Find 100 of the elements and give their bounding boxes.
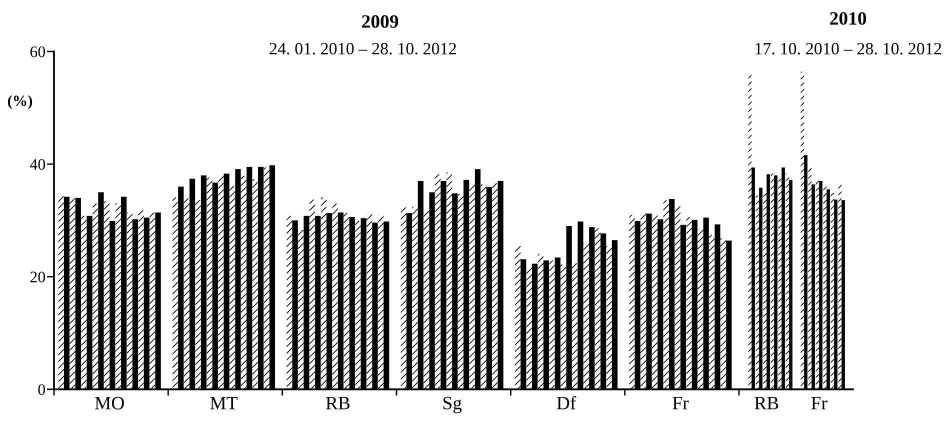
bar (435, 174, 441, 390)
bar (774, 175, 778, 390)
bar (686, 217, 692, 390)
bar (235, 169, 241, 390)
bar (446, 172, 452, 390)
bar (520, 259, 526, 390)
bar (726, 240, 732, 390)
bar (606, 246, 612, 390)
bar (190, 178, 196, 390)
bar (812, 184, 815, 390)
bar (498, 180, 504, 390)
bar (474, 169, 481, 390)
bar (384, 222, 390, 390)
bar (834, 200, 838, 390)
bar (480, 184, 486, 390)
bar (292, 220, 298, 390)
bar (600, 233, 606, 390)
bar (70, 198, 76, 390)
bar (172, 197, 178, 390)
bar (634, 220, 640, 390)
bar (75, 198, 81, 390)
bar (298, 230, 304, 390)
bar (81, 216, 87, 390)
bar (714, 224, 720, 390)
bar (819, 180, 822, 390)
bar (378, 215, 384, 390)
y-tick-label: 60 (30, 46, 46, 58)
bar (184, 198, 190, 390)
bar (782, 167, 785, 390)
bar (424, 210, 430, 390)
bar (224, 174, 230, 390)
bar (808, 166, 812, 390)
bar (252, 179, 258, 390)
bar (332, 204, 338, 390)
y-tick-label: 0 (38, 384, 46, 395)
bar (212, 182, 218, 390)
bar (429, 192, 435, 390)
bar (464, 180, 470, 390)
bar (218, 175, 224, 390)
bar (703, 218, 709, 390)
y-tick-label: 20 (30, 272, 46, 282)
chart-title: 2010 (830, 12, 866, 25)
chart-title: 2009 (362, 15, 398, 28)
bar (110, 220, 116, 390)
bar (826, 189, 830, 390)
bar (640, 213, 646, 390)
bar (104, 201, 110, 390)
bar (612, 240, 618, 390)
bar (549, 260, 555, 390)
bar (92, 204, 98, 390)
x-tick-label: Fr (672, 396, 689, 410)
bar (115, 204, 122, 390)
bar (304, 216, 310, 390)
bar (344, 213, 350, 390)
bar (406, 213, 412, 390)
bar (372, 222, 378, 390)
bar (355, 220, 361, 390)
bar (360, 218, 366, 390)
bar (469, 184, 475, 390)
bar (121, 196, 127, 390)
bar (578, 222, 584, 390)
bar (440, 180, 446, 390)
x-tick-label: Fr (811, 396, 828, 410)
bar (816, 178, 820, 390)
bar (680, 224, 686, 390)
bar (144, 218, 150, 390)
bar (132, 219, 138, 390)
bar (286, 216, 292, 390)
bar (756, 196, 760, 390)
bar (178, 186, 184, 390)
bar (200, 175, 207, 390)
x-tick-label: RB (326, 396, 350, 410)
bar (538, 254, 544, 390)
bar (629, 214, 635, 390)
bar (400, 207, 406, 390)
bar (258, 166, 264, 390)
x-tick-label: Df (556, 396, 576, 410)
bar (58, 196, 64, 390)
bar (842, 200, 845, 390)
x-tick-label: Sg (443, 396, 462, 414)
bar (315, 216, 321, 390)
bar (418, 180, 424, 390)
chart-subtitle: 24. 01. 2010 – 28. 10. 2012 (270, 42, 456, 54)
bar (770, 174, 774, 390)
bar (709, 235, 715, 390)
bar (246, 166, 252, 390)
bar (652, 214, 658, 390)
bar (241, 176, 247, 390)
chart-subtitle: 17. 10. 2010 – 28. 10. 2012 (756, 42, 942, 54)
bar (759, 188, 762, 390)
bar (320, 197, 327, 390)
bar (646, 214, 652, 390)
bar (64, 196, 70, 390)
bar (126, 212, 132, 390)
y-tick-label: 40 (30, 159, 46, 170)
bar (554, 258, 560, 390)
bar (560, 264, 566, 390)
bar (155, 212, 161, 390)
bar (206, 178, 212, 390)
bar (264, 167, 270, 390)
